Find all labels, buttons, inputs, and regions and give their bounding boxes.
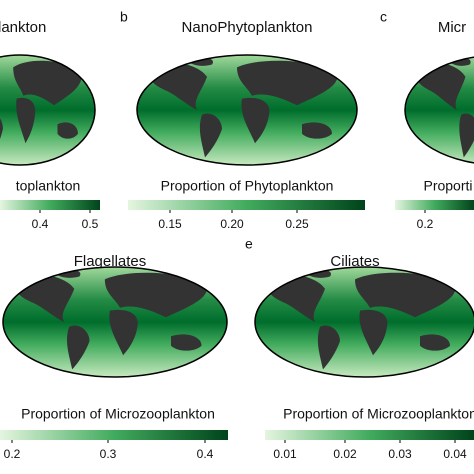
map-outline	[254, 266, 474, 378]
colorbar	[128, 200, 365, 210]
colorbar-tick-label: 0.01	[273, 447, 297, 461]
map	[0, 55, 95, 165]
panel-title: Ciliates	[330, 253, 379, 270]
panel: Flagellates Proportion of Microzooplankto…	[0, 253, 228, 461]
colorbar-tick-label: 0.5	[82, 217, 99, 231]
colorbar-label: Proportion of Microzooplankton	[283, 406, 474, 422]
map	[255, 267, 474, 377]
panel: e Ciliates Proportion of Microzooplankton 0…	[245, 236, 474, 461]
colorbar	[395, 200, 474, 210]
colorbar-label: Proportion of Phytoplankton	[161, 178, 334, 194]
panel-letter: e	[245, 236, 253, 252]
colorbar-tick-label: 0.2	[4, 447, 21, 461]
panel-letter: b	[120, 9, 128, 25]
colorbar-label: toplankton	[16, 178, 81, 194]
map	[405, 55, 474, 165]
colorbar-label: Proporti	[423, 178, 472, 194]
panel-title: Flagellates	[74, 253, 147, 270]
panel: plankton toplankton 0.4 0.5	[0, 19, 100, 231]
colorbar-label: Proportion of Microzooplankton	[21, 406, 215, 422]
colorbar-tick-label: 0.2	[417, 217, 434, 231]
colorbar-tick-label: 0.15	[158, 217, 182, 231]
colorbar-tick-label: 0.25	[285, 217, 309, 231]
panel: c Micr Proporti 0.2	[380, 9, 474, 231]
map-outline	[0, 54, 96, 166]
panel-title: plankton	[0, 19, 46, 36]
map	[3, 267, 227, 377]
colorbar-tick-label: 0.03	[388, 447, 412, 461]
colorbar-tick-label: 0.4	[32, 217, 49, 231]
panel-title: Micr	[438, 19, 466, 36]
colorbar	[0, 200, 100, 210]
map	[137, 55, 357, 165]
map-outline	[2, 266, 228, 378]
colorbar-tick-label: 0.4	[197, 447, 214, 461]
panel-letter: c	[380, 9, 387, 25]
colorbar-tick-label: 0.3	[100, 447, 117, 461]
map-outline	[136, 54, 358, 166]
panel: b NanoPhytoplankton Proportion of Phytopla…	[120, 9, 365, 231]
colorbar-tick-label: 0.02	[333, 447, 357, 461]
colorbar	[0, 430, 228, 440]
map-outline	[404, 56, 474, 164]
panel-title: NanoPhytoplankton	[182, 19, 313, 36]
colorbar-tick-label: 0.20	[220, 217, 244, 231]
colorbar-tick-label: 0.04	[443, 447, 467, 461]
colorbar	[265, 430, 474, 440]
